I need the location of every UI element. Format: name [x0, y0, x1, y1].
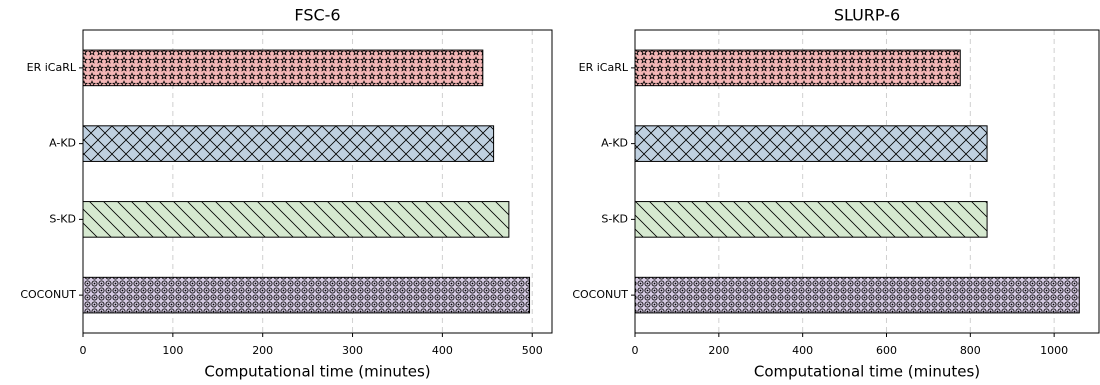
- bar: [634, 125, 988, 162]
- y-tick-label: COCONUT: [20, 288, 76, 301]
- bar: [634, 201, 988, 238]
- bar: [82, 125, 495, 162]
- y-tick-label: A-KD: [601, 137, 628, 150]
- x-tick-label: 600: [876, 344, 897, 357]
- bar: [634, 49, 961, 87]
- y-tick-label: ER iCaRL: [579, 61, 629, 74]
- bar: [82, 276, 531, 314]
- x-tick-label: 200: [708, 344, 729, 357]
- x-tick-label: 300: [342, 344, 363, 357]
- x-axis-label: Computational time (minutes): [754, 363, 980, 381]
- x-tick-label: 100: [162, 344, 183, 357]
- x-tick-label: 200: [252, 344, 273, 357]
- bar: [82, 49, 484, 87]
- x-tick-label: 0: [632, 344, 639, 357]
- y-tick-label: ER iCaRL: [27, 61, 77, 74]
- plot-frame: [82, 29, 553, 334]
- x-tick-label: 0: [80, 344, 87, 357]
- bar: [634, 276, 1080, 314]
- x-tick-label: 500: [522, 344, 543, 357]
- y-tick-label: S-KD: [49, 212, 76, 225]
- plot-frame: [634, 29, 1100, 334]
- x-tick-label: 1000: [1040, 344, 1068, 357]
- y-tick-label: S-KD: [601, 212, 628, 225]
- y-tick-label: A-KD: [49, 137, 76, 150]
- x-tick-label: 400: [792, 344, 813, 357]
- chart-title: SLURP-6: [834, 6, 900, 25]
- bar: [82, 201, 510, 238]
- x-tick-label: 400: [432, 344, 453, 357]
- x-axis-label: Computational time (minutes): [204, 363, 430, 381]
- x-tick-label: 800: [960, 344, 981, 357]
- y-tick-label: COCONUT: [572, 288, 628, 301]
- chart-title: FSC-6: [294, 6, 340, 25]
